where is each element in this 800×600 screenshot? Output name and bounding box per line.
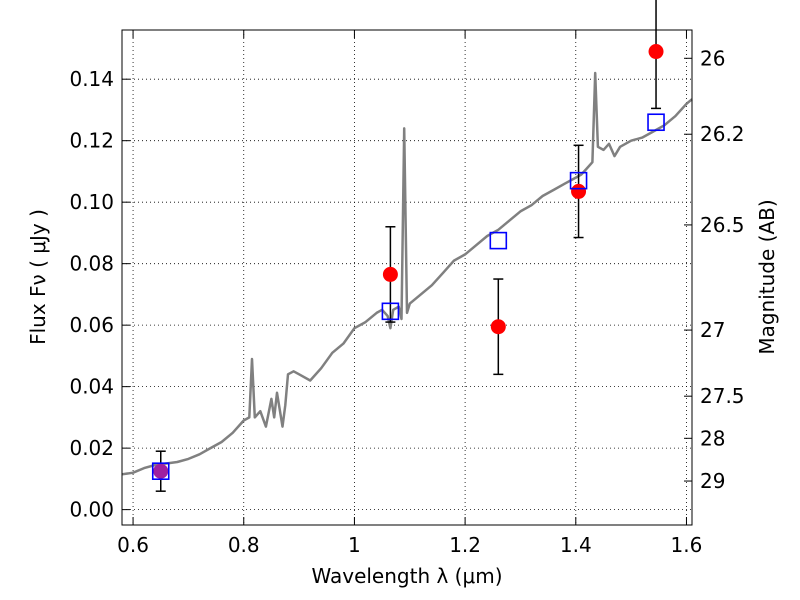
- plot-frame: [121, 29, 693, 526]
- y-tick-label: 0.10: [69, 190, 114, 214]
- model-point: [647, 113, 665, 132]
- right-tick-label: 28: [700, 426, 725, 450]
- x-axis-label: Wavelength λ (μm): [311, 564, 502, 588]
- x-tick-label: 1.6: [671, 533, 703, 557]
- x-tick-label: 1.4: [560, 533, 592, 557]
- observed-point: [382, 266, 398, 282]
- right-axis-label: Magnitude (AB): [755, 199, 779, 354]
- right-tick-label: 29: [700, 469, 725, 493]
- y-tick-label: 0.06: [69, 313, 114, 337]
- model-point: [569, 171, 588, 190]
- observed-point: [571, 183, 587, 199]
- right-tick-label: 26.5: [700, 213, 745, 237]
- y-tick-label: 0.00: [69, 498, 114, 522]
- y-axis-label: Flux Fν ( μJy ): [26, 209, 50, 345]
- ticks: [122, 30, 692, 525]
- x-tick-label: 1: [348, 533, 361, 557]
- right-tick-label: 27.5: [700, 384, 745, 408]
- spectrum-line: [121, 71, 693, 476]
- y-tick-label: 0.12: [69, 129, 114, 153]
- x-tick-label: 1.2: [449, 533, 481, 557]
- x-tick-label: 0.8: [228, 533, 260, 557]
- model-point: [381, 302, 400, 321]
- y-tick-labels: 0.00 0.02 0.04 0.06 0.08 0.10 0.12 0.14: [69, 67, 114, 521]
- right-tick-label: 26.2: [700, 122, 745, 146]
- y-tick-label: 0.04: [69, 375, 114, 399]
- x-tick-label: 0.6: [117, 533, 149, 557]
- observed-point: [490, 319, 506, 335]
- x-tick-labels: 0.6 0.8 1 1.2 1.4 1.6: [117, 533, 702, 557]
- marker-layer: [151, 44, 665, 480]
- observed-point: [153, 463, 169, 479]
- right-tick-label: 27: [700, 318, 725, 342]
- right-tick-labels: 26 26.2 26.5 27 27.5 28 29: [700, 46, 745, 493]
- y-tick-label: 0.14: [69, 67, 114, 91]
- model-point: [489, 231, 508, 250]
- y-tick-label: 0.02: [69, 436, 114, 460]
- model-point: [151, 462, 170, 480]
- right-tick-label: 26: [700, 46, 725, 70]
- observed-point: [648, 44, 664, 60]
- spectrum-layer: [121, 71, 693, 476]
- y-tick-label: 0.08: [69, 252, 114, 276]
